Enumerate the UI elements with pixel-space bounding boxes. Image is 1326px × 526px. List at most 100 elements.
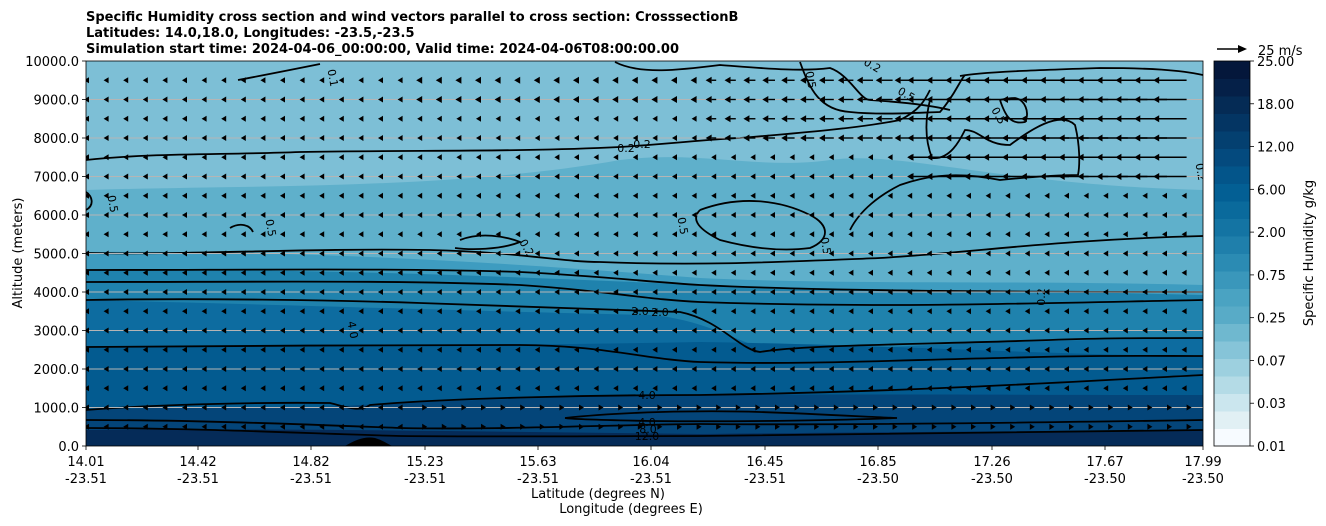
wind-vector xyxy=(593,308,599,315)
wind-vector xyxy=(182,135,187,141)
wind-vector xyxy=(520,404,526,411)
wind-vector xyxy=(1044,212,1050,218)
wind-vector xyxy=(677,423,682,430)
x-tick-label-longitude: -23.51 xyxy=(744,472,786,487)
contour-line xyxy=(86,427,1203,438)
wind-vector xyxy=(260,173,266,180)
wind-vector xyxy=(868,308,873,315)
wind-vector xyxy=(86,212,89,218)
wind-vector xyxy=(1049,423,1055,430)
contour-label: 12.0 xyxy=(635,430,660,443)
wind-vector xyxy=(730,250,736,257)
wind-vector xyxy=(299,77,305,84)
wind-vector xyxy=(990,423,996,430)
wind-vector xyxy=(750,289,756,295)
wind-vector xyxy=(1005,250,1011,257)
wind-vector xyxy=(1103,327,1109,334)
wind-vector xyxy=(743,115,756,123)
wind-vector xyxy=(794,423,800,430)
wind-vector xyxy=(436,289,442,295)
wind-vector xyxy=(378,212,383,218)
wind-vector xyxy=(397,135,403,141)
colorbar-segment xyxy=(1214,166,1250,184)
wind-vector xyxy=(299,173,305,180)
wind-vector xyxy=(456,173,462,180)
wind-vector xyxy=(182,385,187,392)
wind-vector xyxy=(1064,212,1069,218)
wind-vector xyxy=(711,327,717,334)
wind-vector xyxy=(770,173,775,180)
wind-vector xyxy=(926,212,932,218)
wind-vector xyxy=(515,192,521,199)
wind-vector xyxy=(613,231,619,238)
wind-vector xyxy=(613,366,619,372)
wind-vector xyxy=(1153,115,1187,123)
wind-vector xyxy=(794,404,800,411)
wind-vector xyxy=(260,327,266,334)
wind-vector xyxy=(750,346,756,353)
wind-vector xyxy=(1044,366,1050,372)
wind-vector xyxy=(441,404,447,411)
wind-vector xyxy=(338,385,344,392)
y-tick-label: 2000.0 xyxy=(34,363,80,378)
wind-vector xyxy=(86,289,89,295)
wind-vector xyxy=(985,212,991,218)
wind-vector xyxy=(809,154,815,161)
wind-vector xyxy=(711,154,717,161)
wind-vector xyxy=(338,115,344,122)
wind-vector xyxy=(672,173,677,180)
wind-vector xyxy=(378,96,383,103)
wind-vector xyxy=(103,135,109,141)
wind-vector xyxy=(873,423,878,430)
wind-vector xyxy=(299,231,305,238)
y-tick-label: 7000.0 xyxy=(34,171,80,186)
chart-title-line-3: Simulation start time: 2024-04-06_00:00:… xyxy=(86,42,679,57)
wind-vector xyxy=(750,269,756,276)
wind-vector xyxy=(481,423,486,430)
wind-vector xyxy=(743,96,756,103)
wind-vector xyxy=(743,76,756,84)
wind-vector xyxy=(716,423,722,430)
wind-vector xyxy=(378,77,383,84)
wind-vector xyxy=(593,212,599,218)
wind-vector xyxy=(651,76,658,84)
wind-vector xyxy=(260,269,266,276)
wind-vector xyxy=(750,154,756,161)
wind-vector xyxy=(162,404,168,411)
wind-vector xyxy=(456,135,462,141)
wind-vector xyxy=(770,269,775,276)
wind-vector xyxy=(691,173,697,180)
wind-vector xyxy=(103,404,109,411)
wind-vector xyxy=(358,192,364,199)
wind-vector xyxy=(280,269,285,276)
wind-vector xyxy=(456,385,462,392)
wind-vector xyxy=(828,212,834,218)
wind-vector xyxy=(828,192,834,199)
wind-vector xyxy=(358,212,364,218)
wind-vector xyxy=(1153,134,1187,142)
wind-vector xyxy=(123,327,129,334)
wind-vector xyxy=(495,135,501,141)
contour-label: 0.5 xyxy=(105,194,121,213)
wind-vector xyxy=(182,308,187,315)
wind-vector xyxy=(809,366,815,372)
wind-vector xyxy=(868,192,873,199)
wind-vector xyxy=(162,96,168,103)
wind-vector xyxy=(848,231,854,238)
wind-vector xyxy=(533,96,540,103)
wind-vector xyxy=(907,308,913,315)
wind-vector xyxy=(378,346,383,353)
wind-vector xyxy=(652,135,658,141)
wind-vector xyxy=(456,212,462,218)
contour-line xyxy=(564,410,898,423)
wind-vector xyxy=(672,385,677,392)
wind-vector xyxy=(476,231,481,238)
wind-vector xyxy=(632,192,638,199)
wind-vector xyxy=(828,173,834,180)
wind-vector xyxy=(907,231,913,238)
x-tick-label-longitude: -23.50 xyxy=(1182,472,1224,487)
wind-vector xyxy=(926,327,932,334)
wind-vector xyxy=(456,308,462,315)
wind-vector xyxy=(338,96,344,103)
colorbar-tick-label: 2.00 xyxy=(1257,226,1286,241)
